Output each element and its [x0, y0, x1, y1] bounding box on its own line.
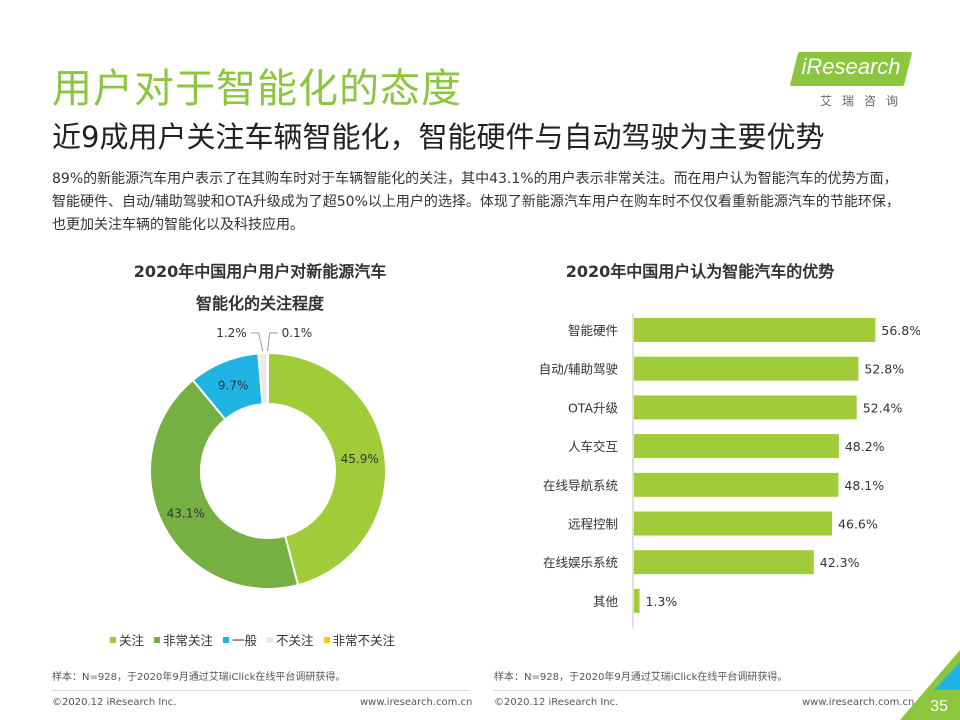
donut-slice [266, 351, 269, 406]
donut-leader-line [267, 332, 278, 352]
legend-item: 非常不关注 [323, 630, 396, 649]
legend-item: 一般 [223, 630, 257, 649]
corner-triangle-green [900, 650, 960, 720]
legend-item: 关注 [110, 630, 144, 649]
donut-chart: 45.9% 43.1% 9.7% 1.2% 0.1% [149, 326, 387, 590]
legend-label: 一般 [232, 633, 258, 648]
bar-data-label: 48.1% [844, 478, 884, 493]
legend-item: 非常关注 [154, 630, 213, 649]
legend-label: 非常关注 [163, 633, 214, 648]
footer-divider-right [494, 690, 912, 691]
donut-data-label: 43.1% [167, 506, 205, 520]
corner-decoration [900, 650, 960, 720]
logo-text: iResearch [801, 54, 901, 79]
bar [634, 550, 814, 575]
donut-leader-line [250, 332, 264, 352]
bar-category-label: 远程控制 [568, 517, 618, 532]
corner-triangle-blue [934, 662, 960, 690]
legend-label: 非常不关注 [332, 633, 396, 648]
intro-paragraph: 89%的新能源汽车用户表示了在其购车时对于车辆智能化的关注，其中43.1%的用户… [52, 171, 900, 233]
bar-category-label: 在线娱乐系统 [543, 555, 618, 570]
sample-note-left: 样本：N=928，于2020年9月通过艾瑞iClick在线平台调研获得。 [52, 672, 346, 683]
bar-category-label: 人车交互 [568, 439, 618, 454]
bar [634, 318, 876, 342]
donut-slice [267, 351, 387, 587]
bar [634, 395, 857, 420]
legend-label: 不关注 [276, 633, 314, 648]
bar-chart: 智能硬件 56.8% 自动/辅助驾驶 52.8% OTA升级 52.4% 人车交互 48.2%… [539, 314, 920, 628]
bar-data-label: 46.6% [838, 517, 878, 532]
page-title: 用户对于智能化的态度 [52, 66, 462, 112]
page-subtitle: 近9成用户关注车辆智能化，智能硬件与自动驾驶为主要优势 [52, 120, 825, 154]
iresearch-logo: iResearch 艾瑞咨询 [788, 48, 913, 108]
sample-note-right: 样本：N=928，于2020年9月通过艾瑞iClick在线平台调研获得。 [494, 672, 788, 683]
legend-swatch [110, 636, 116, 643]
donut-slice [149, 378, 300, 590]
bar-category-label: 自动/辅助驾驶 [539, 362, 619, 377]
bar [634, 588, 640, 613]
donut-data-label: 9.7% [218, 378, 249, 392]
bar [634, 472, 839, 497]
bar [634, 356, 859, 381]
bar [634, 434, 839, 459]
bar-data-label: 1.3% [646, 594, 678, 609]
legend-swatch [223, 636, 230, 643]
footer-url-right: www.iresearch.com.cn [802, 697, 915, 708]
bar-data-label: 42.3% [820, 555, 860, 570]
footer-divider-left [52, 690, 470, 691]
bar-data-label: 48.2% [845, 439, 885, 454]
footer-url-left: www.iresearch.com.cn [360, 697, 473, 708]
legend-item: 不关注 [267, 630, 314, 649]
logo-cn-text: 艾瑞咨询 [819, 94, 908, 108]
donut-data-label: 1.2% [216, 326, 247, 340]
donut-data-label: 45.9% [341, 452, 379, 466]
page-number: 35 [930, 698, 948, 715]
bar [634, 511, 833, 536]
legend-swatch [267, 636, 274, 643]
legend-swatch [154, 636, 161, 643]
bar-data-label: 52.4% [863, 400, 903, 415]
bar-chart-title: 2020年中国用户认为智能汽车的优势 [565, 262, 835, 281]
footer-copyright-left: ©2020.12 iResearch Inc. [52, 697, 177, 708]
bar-data-label: 56.8% [881, 323, 920, 338]
bar-category-label: 智能硬件 [568, 323, 618, 338]
legend-label: 关注 [119, 633, 145, 648]
legend-swatch [323, 636, 330, 643]
bar-category-label: OTA升级 [568, 400, 619, 415]
footer-copyright-right: ©2020.12 iResearch Inc. [494, 697, 619, 708]
donut-legend: 关注 非常关注 一般 不关注 非常不关注 [110, 630, 450, 649]
bar-category-label: 其他 [593, 594, 619, 609]
donut-data-label: 0.1% [282, 326, 313, 340]
bar-category-label: 在线导航系统 [543, 478, 618, 493]
bar-data-label: 52.8% [864, 362, 904, 377]
donut-chart-title-line1: 2020年中国用户用户对新能源汽车 [133, 262, 387, 281]
donut-chart-title-line2: 智能化的关注程度 [195, 294, 324, 313]
